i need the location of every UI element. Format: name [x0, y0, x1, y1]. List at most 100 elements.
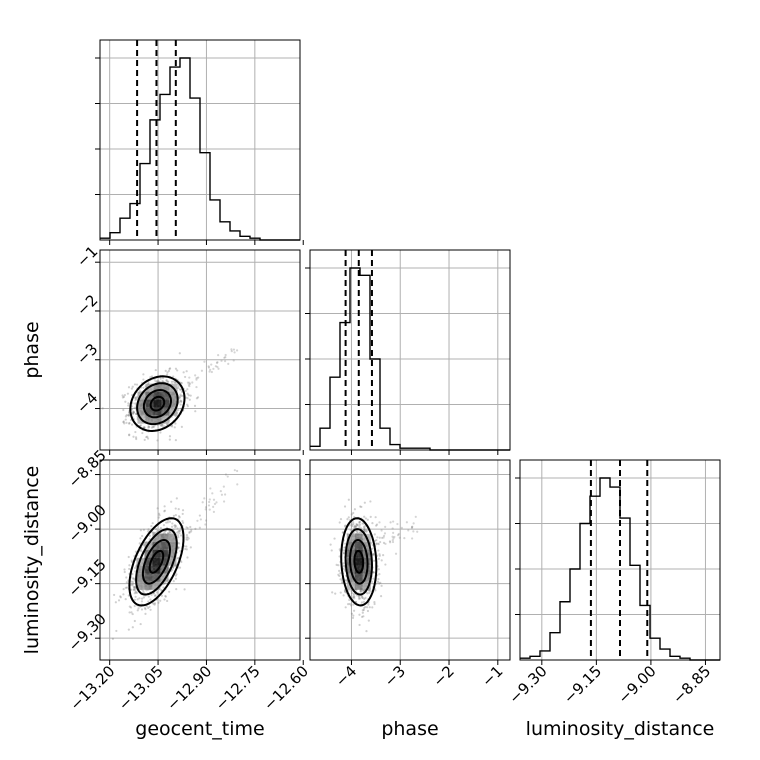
scatter-point — [128, 605, 131, 608]
scatter-point — [340, 579, 344, 582]
scatter-point — [181, 509, 185, 512]
scatter-point — [127, 404, 130, 407]
scatter-point — [191, 381, 194, 384]
scatter-point — [185, 548, 188, 551]
scatter-point — [134, 566, 137, 570]
scatter-point — [152, 531, 155, 534]
scatter-point — [343, 546, 346, 549]
scatter-point — [366, 606, 369, 609]
scatter-point — [178, 566, 182, 569]
scatter-point — [203, 497, 206, 500]
scatter-point — [163, 598, 166, 601]
scatter-point — [150, 525, 153, 528]
scatter-point — [195, 385, 198, 389]
scatter-point — [175, 573, 178, 576]
scatter-point — [178, 352, 181, 355]
x-tick-label: −12.75 — [212, 662, 264, 714]
scatter-point — [147, 425, 150, 428]
scatter-point — [412, 522, 415, 525]
scatter-point — [175, 497, 178, 500]
scatter-point — [121, 394, 124, 397]
scatter-point — [122, 421, 125, 424]
scatter-point — [389, 521, 392, 524]
scatter-point — [352, 609, 356, 612]
scatter-point — [391, 527, 394, 530]
scatter-point — [371, 521, 374, 525]
x-tick-label: −3 — [381, 662, 409, 690]
scatter-point — [203, 360, 206, 363]
scatter-point — [375, 524, 378, 527]
scatter-point — [187, 537, 190, 540]
scatter-point — [374, 539, 377, 542]
scatter-point — [376, 536, 379, 539]
scatter-point — [171, 522, 174, 525]
scatter-point — [147, 595, 150, 598]
scatter-point — [186, 526, 189, 530]
scatter-point — [204, 508, 207, 511]
scatter-point — [131, 580, 134, 583]
scatter-point — [166, 599, 169, 603]
scatter-point — [134, 399, 137, 402]
scatter-point — [150, 426, 154, 429]
density-cell — [169, 391, 178, 400]
scatter-point — [226, 475, 229, 478]
scatter-point — [377, 568, 380, 571]
scatter-point — [133, 588, 136, 591]
scatter-point — [180, 381, 183, 385]
scatter-point — [373, 533, 376, 536]
scatter-point — [122, 420, 125, 423]
scatter-point — [394, 552, 398, 555]
scatter-point — [159, 599, 162, 602]
scatter-point — [164, 595, 167, 598]
scatter-point — [122, 593, 125, 596]
scatter-point — [195, 397, 199, 400]
scatter-point — [130, 583, 133, 586]
scatter-point — [131, 626, 134, 629]
scatter-point — [358, 521, 361, 525]
scatter-point — [154, 594, 157, 597]
scatter-point — [180, 560, 183, 564]
scatter-point — [154, 527, 158, 531]
x-tick-label: −1 — [478, 662, 506, 690]
contour-line — [353, 549, 365, 574]
scatter-point — [163, 531, 166, 535]
scatter-point — [173, 524, 176, 527]
contour-line — [340, 517, 378, 607]
scatter-point — [212, 505, 215, 508]
panel-frame — [99, 39, 301, 241]
scatter-point — [114, 601, 117, 604]
scatter-point — [182, 521, 185, 524]
scatter-point — [119, 596, 122, 599]
density-cell — [136, 573, 145, 582]
scatter-point — [122, 408, 125, 412]
scatter-point — [131, 412, 134, 416]
scatter-point — [142, 528, 145, 531]
scatter-point — [128, 564, 131, 567]
scatter-point — [338, 574, 341, 578]
scatter-point — [125, 581, 128, 584]
scatter-point — [163, 582, 166, 585]
scatter-point — [143, 607, 147, 610]
density-cell — [362, 541, 371, 550]
scatter-point — [156, 439, 159, 442]
scatter-point — [139, 622, 142, 626]
scatter-point — [392, 537, 395, 540]
scatter-point — [157, 380, 160, 383]
scatter-point — [359, 589, 362, 592]
scatter-point — [348, 598, 351, 602]
scatter-point — [375, 538, 378, 542]
scatter-point — [190, 530, 193, 533]
scatter-point — [132, 588, 136, 591]
scatter-point — [163, 505, 166, 508]
scatter-point — [369, 515, 372, 518]
scatter-point — [127, 402, 130, 405]
scatter-point — [147, 528, 150, 531]
scatter-point — [160, 424, 163, 427]
scatter-point — [124, 586, 127, 589]
scatter-point — [352, 521, 355, 524]
scatter-point — [138, 597, 141, 600]
scatter-point — [177, 534, 180, 537]
scatter-point — [350, 589, 353, 592]
scatter-point — [344, 524, 347, 527]
